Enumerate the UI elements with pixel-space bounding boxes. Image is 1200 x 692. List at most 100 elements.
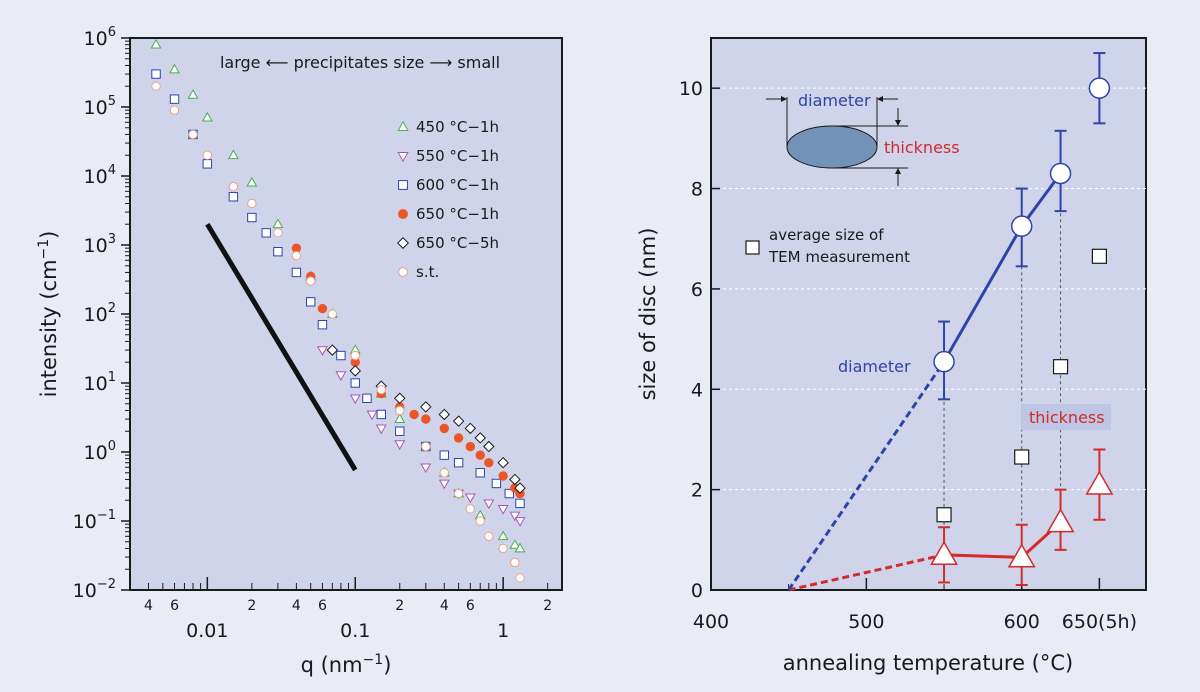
- tem-legend-line-1: average size of: [769, 226, 884, 244]
- legend-label: 450 °C−1h: [416, 118, 499, 136]
- data-point: [510, 557, 520, 568]
- extrapolated-line: [788, 553, 945, 592]
- data-point: [201, 111, 213, 122]
- legend-label: 650 °C−1h: [416, 205, 499, 223]
- x-minor-tick-label: 4: [144, 598, 153, 614]
- series-2: [151, 69, 525, 509]
- data-point: [394, 440, 406, 450]
- y-tick-label: 106: [84, 25, 116, 50]
- data-point: [484, 531, 494, 542]
- data-point: [504, 488, 514, 499]
- tem-point: [1014, 449, 1030, 465]
- series-5: [151, 81, 525, 583]
- data-point: [291, 267, 302, 278]
- saxs-y-axis-label: intensity (cm−1): [36, 231, 61, 398]
- data-point: [1010, 215, 1033, 237]
- data-point: [439, 450, 449, 460]
- x-minor-tick-label: 6: [466, 598, 475, 614]
- data-point: [317, 303, 328, 314]
- data-point: [439, 468, 449, 478]
- data-point: [420, 463, 432, 474]
- data-point: [497, 504, 509, 515]
- data-point: [228, 192, 239, 202]
- data-point: [306, 276, 316, 286]
- y-tick-label: 102: [84, 301, 116, 326]
- legend-marker: [398, 209, 408, 219]
- data-point: [349, 394, 361, 405]
- x-tick-label: 0.1: [340, 620, 370, 642]
- disc-x-axis-label: annealing temperature (°C): [783, 651, 1073, 675]
- data-point: [421, 414, 431, 424]
- saxs-plot-area: [129, 37, 563, 591]
- legend-label: 550 °C−1h: [416, 147, 499, 165]
- data-point: [420, 401, 432, 413]
- data-point: [150, 38, 162, 49]
- data-point: [421, 441, 431, 452]
- y-tick-label: 105: [84, 94, 116, 119]
- data-point: [438, 479, 450, 490]
- data-point: [395, 405, 405, 416]
- data-point: [247, 198, 257, 209]
- x-minor-tick-label: 2: [247, 598, 256, 614]
- x-tick-label: 1: [497, 620, 509, 642]
- data-point: [475, 468, 485, 478]
- tem-point: [1052, 359, 1069, 375]
- data-point: [316, 346, 328, 356]
- data-point: [394, 392, 406, 405]
- data-point: [453, 457, 464, 468]
- data-point: [169, 105, 180, 115]
- disc-ticks: 0 2 4 6 8 10 400 500 600 650(5h): [679, 78, 1137, 633]
- x-tick-label: 600: [1004, 611, 1040, 633]
- extrapolated-line: [787, 360, 946, 591]
- tem-legend-line-2: TEM measurement: [768, 248, 910, 266]
- disc-gridlines: [711, 87, 1146, 491]
- data-point: [227, 149, 239, 160]
- data-point: [228, 181, 239, 192]
- diameter-series: [787, 52, 1111, 591]
- tem-legend-marker: [745, 240, 760, 255]
- y-tick-label: 10−2: [73, 577, 116, 602]
- data-point: [1088, 77, 1111, 99]
- legend-marker: [397, 237, 409, 249]
- tem-legend: average size of TEM measurement: [745, 226, 910, 266]
- data-point: [169, 63, 180, 74]
- data-point: [933, 350, 955, 373]
- saxs-ticks: 10−2 10−1 100 101 102 103 104 105 106 0.01 0.1 1 4 6 2…: [73, 25, 552, 642]
- data-point: [1049, 162, 1072, 185]
- data-point: [452, 415, 465, 427]
- data-point: [394, 413, 406, 423]
- data-point: [187, 89, 199, 99]
- y-tick-label: 10: [679, 78, 703, 100]
- data-point: [509, 539, 521, 549]
- data-point: [169, 94, 180, 104]
- data-point: [327, 309, 338, 319]
- series-1: [316, 346, 526, 527]
- x-minor-tick-label: 4: [440, 598, 449, 614]
- data-point: [375, 424, 387, 435]
- data-point: [930, 540, 958, 565]
- disc-y-axis-label: size of disc (nm): [636, 228, 660, 401]
- data-point: [497, 456, 509, 469]
- data-point: [151, 81, 161, 91]
- saxs-legend: 450 °C−1h 550 °C−1h 600 °C−1h 650 °C−1h 650 …: [397, 118, 499, 281]
- data-point: [465, 504, 476, 514]
- y-tick-label: 103: [84, 232, 116, 257]
- data-point: [336, 350, 346, 361]
- data-point: [306, 297, 316, 307]
- data-point: [376, 409, 386, 420]
- diameter-series-label: diameter: [838, 357, 911, 376]
- saxs-x-axis-label: q (nm−1): [301, 652, 392, 677]
- thickness-series: [788, 448, 1114, 592]
- legend-label: 600 °C−1h: [416, 176, 499, 194]
- data-point: [350, 350, 360, 361]
- data-point: [514, 542, 526, 553]
- data-point: [366, 410, 378, 421]
- data-point: [453, 488, 464, 499]
- disc-size-chart: 0 2 4 6 8 10 400 500 600 650(5h) diameter thickne…: [636, 37, 1147, 675]
- data-point: [514, 517, 526, 527]
- x-minor-tick-label: 6: [170, 598, 179, 614]
- saxs-chart: 10−2 10−1 100 101 102 103 104 105 106 0.01 0.1 1 4 6 2…: [36, 25, 563, 677]
- data-point: [515, 498, 525, 509]
- x-tick-label: 650(5h): [1062, 611, 1137, 633]
- tem-point: [936, 507, 952, 523]
